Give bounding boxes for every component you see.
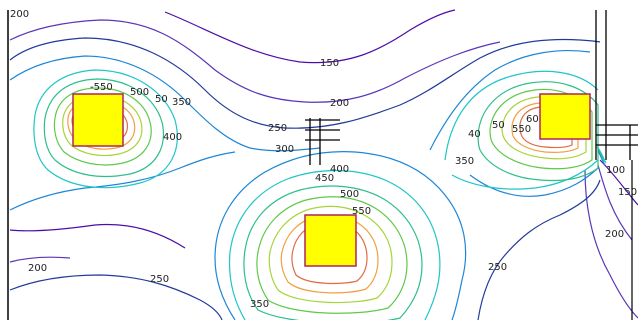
contour-150-top <box>164 9 456 64</box>
contour-200-bottom-left <box>9 256 71 263</box>
contour-450-right <box>489 88 593 170</box>
contour-label: 400 <box>330 164 349 175</box>
contour-label: 200 <box>605 229 624 240</box>
contour-200-right <box>597 164 633 241</box>
contour-label: 150 <box>320 58 339 69</box>
contour-200-top-left <box>9 19 501 103</box>
contour-label: 550 <box>352 206 371 217</box>
grid-marker-right <box>595 10 638 160</box>
contour-label: 550 <box>512 124 531 135</box>
grid-marker-center <box>305 118 340 165</box>
contour-250-right-bottom <box>477 179 601 320</box>
contour-300-left-bottom <box>9 151 236 211</box>
contour-labels: 200 -550 500 50 350 400 150 200 250 300 … <box>10 9 637 310</box>
contour-250-bottom <box>9 274 223 320</box>
contour-label: 350 <box>455 156 474 167</box>
contour-300-center <box>214 151 467 320</box>
contour-label: 100 <box>606 165 625 176</box>
contour-500-center <box>268 205 393 304</box>
contour-150-bottom-left <box>9 223 186 249</box>
contour-400-right <box>477 81 599 182</box>
contour-label: 300 <box>275 144 294 155</box>
contour-label: 450 <box>315 173 334 184</box>
contour-label: 350 <box>172 97 191 108</box>
contour-350-center <box>228 169 441 320</box>
contour-label: 250 <box>150 274 169 285</box>
contour-label: 500 <box>130 87 149 98</box>
contour-label: 50 <box>155 94 168 105</box>
contour-350-left <box>33 69 178 189</box>
contour-550-center <box>280 214 379 294</box>
contour-300-left <box>9 55 321 152</box>
contour-550-right <box>511 102 579 153</box>
contour-450-left <box>53 87 152 166</box>
contour-label: 200 <box>28 263 47 274</box>
contour-label: 500 <box>340 189 359 200</box>
contour-350-right <box>444 70 599 161</box>
contour-lines <box>9 9 638 320</box>
right-source-square <box>539 93 591 140</box>
center-source-square <box>304 214 357 267</box>
left-source-square <box>72 93 124 147</box>
contour-400-right-edge <box>596 146 605 163</box>
contour-label: 250 <box>488 262 507 273</box>
contour-label: 40 <box>468 129 481 140</box>
contour-300-right-lower <box>469 167 599 197</box>
contour-350-right-lower <box>451 159 599 190</box>
contour-label: 350 <box>250 299 269 310</box>
contour-400-left <box>43 78 164 178</box>
contour-200-bottom-right <box>584 169 638 319</box>
contour-label: 250 <box>268 123 287 134</box>
contour-label: 60 <box>526 114 539 125</box>
contour-500-right <box>501 96 587 160</box>
contour-label: 200 <box>10 9 29 20</box>
contour-label: 50 <box>492 120 505 131</box>
contour-300-right-edge <box>597 149 606 166</box>
contour-label: 200 <box>330 98 349 109</box>
contour-300-right <box>429 50 591 151</box>
contour-label: 150 <box>618 187 637 198</box>
contour-250-left-lobe <box>9 37 601 129</box>
contour-450-center <box>256 196 408 314</box>
contour-label: 400 <box>163 132 182 143</box>
contour-400-center <box>243 185 423 320</box>
contour-label: -550 <box>90 82 113 93</box>
